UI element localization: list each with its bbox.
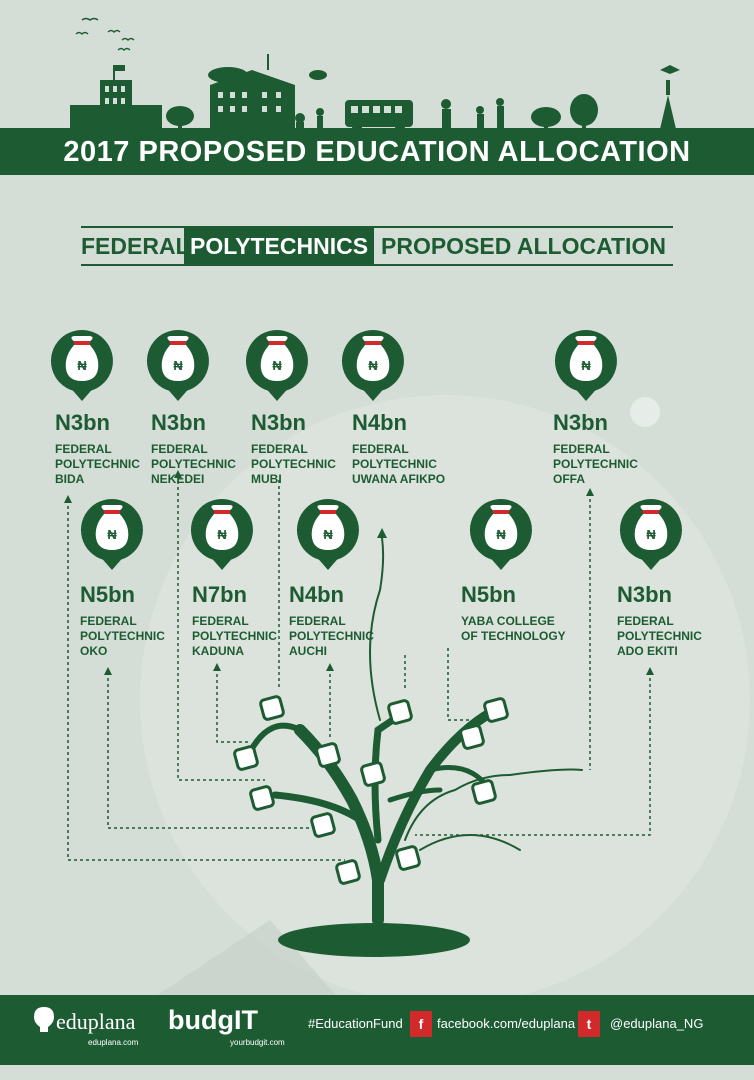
lightbulb-icon [34,1007,54,1032]
allocation-amount: N4bn [352,410,407,435]
allocation-amount: N3bn [617,582,672,607]
twitter-icon[interactable]: t [578,1011,600,1037]
institution-name: FEDERAL POLYTECHNIC KADUNA [192,614,277,658]
allocation-amount: N5bn [80,582,135,607]
allocation-amount: N5bn [461,582,516,607]
eduplana-url: eduplana.com [88,1038,139,1047]
allocation-item: N4bn FEDERAL POLYTECHNIC AUCHI [289,582,374,659]
allocation-amount: N3bn [251,410,306,435]
facebook-link[interactable]: facebook.com/eduplana [437,1016,576,1031]
page-title: 2017 PROPOSED EDUCATION ALLOCATION [0,129,754,175]
allocation-item: N3bn FEDERAL POLYTECHNIC ADO EKITI [617,582,702,659]
facebook-icon[interactable]: f [410,1011,432,1037]
money-bag-icon-offa [554,330,617,401]
section-subtitle: FEDERAL POLYTECHNICS PROPOSED ALLOCATION [81,226,673,266]
eduplana-logo-text: eduplana [56,1009,136,1034]
skyline-illustration [0,17,754,132]
budgit-logo-text: budgIT [168,1005,258,1035]
institution-name: FEDERAL POLYTECHNIC UWANA AFIKPO [352,442,446,486]
allocation-amount: N7bn [192,582,247,607]
subtitle-part-1: FEDERAL [81,233,190,259]
money-tree-illustration [64,470,654,957]
eduplana-logo[interactable]: eduplana eduplana.com [22,995,154,1065]
budgit-url: yourbudgit.com [230,1038,285,1047]
institution-name: FEDERAL POLYTECHNIC BIDA [55,442,140,486]
allocation-item: N3bn FEDERAL POLYTECHNIC OFFA [553,410,638,487]
money-bag-icon-nekedei [146,330,209,401]
institution-name: FEDERAL POLYTECHNIC AUCHI [289,614,374,658]
institution-name: FEDERAL POLYTECHNIC MUBI [251,442,336,486]
allocation-item: N4bn FEDERAL POLYTECHNIC UWANA AFIKPO [352,410,445,487]
twitter-handle[interactable]: @eduplana_NG [610,1016,704,1031]
institution-name: YABA COLLEGE OF TECHNOLOGY [461,614,566,643]
institution-name: FEDERAL POLYTECHNIC NEKEDEI [151,442,236,486]
institution-name: FEDERAL POLYTECHNIC ADO EKITI [617,614,702,658]
institution-name: FEDERAL POLYTECHNIC OKO [80,614,165,658]
subtitle-part-3: PROPOSED ALLOCATION [381,233,666,259]
allocation-item: N3bn FEDERAL POLYTECHNIC NEKEDEI [151,410,236,487]
money-bag-icon-yaba [469,499,532,570]
money-bag-icon-mubi [245,330,308,401]
budgit-logo[interactable]: budgIT yourbudgit.com [160,995,298,1065]
allocation-amount: N3bn [55,410,110,435]
allocation-item: N7bn FEDERAL POLYTECHNIC KADUNA [192,582,277,659]
money-bag-markers: ₦ [50,330,682,570]
allocation-item: N3bn FEDERAL POLYTECHNIC BIDA [55,410,140,487]
money-bag-icon-oko [80,499,143,570]
allocation-item: N3bn FEDERAL POLYTECHNIC MUBI [251,410,336,487]
money-bag-icon-auchi [296,499,359,570]
allocation-amount: N3bn [151,410,206,435]
allocation-amount: N3bn [553,410,608,435]
allocation-item: N5bn FEDERAL POLYTECHNIC OKO [80,582,165,659]
money-bag-icon-bida [50,330,113,401]
institution-name: FEDERAL POLYTECHNIC OFFA [553,442,638,486]
money-bag-icon-ado-ekiti [619,499,682,570]
allocation-amount: N4bn [289,582,344,607]
allocation-item: N5bn YABA COLLEGE OF TECHNOLOGY [461,582,566,644]
money-bag-icon-uwana-afikpo [341,330,404,401]
subtitle-part-2-highlight: POLYTECHNICS [184,228,375,264]
hashtag-text: #EducationFund [308,1016,403,1031]
money-bag-icon-kaduna [190,499,253,570]
footer-bar: eduplana eduplana.com budgIT yourbudgit.… [0,995,754,1065]
